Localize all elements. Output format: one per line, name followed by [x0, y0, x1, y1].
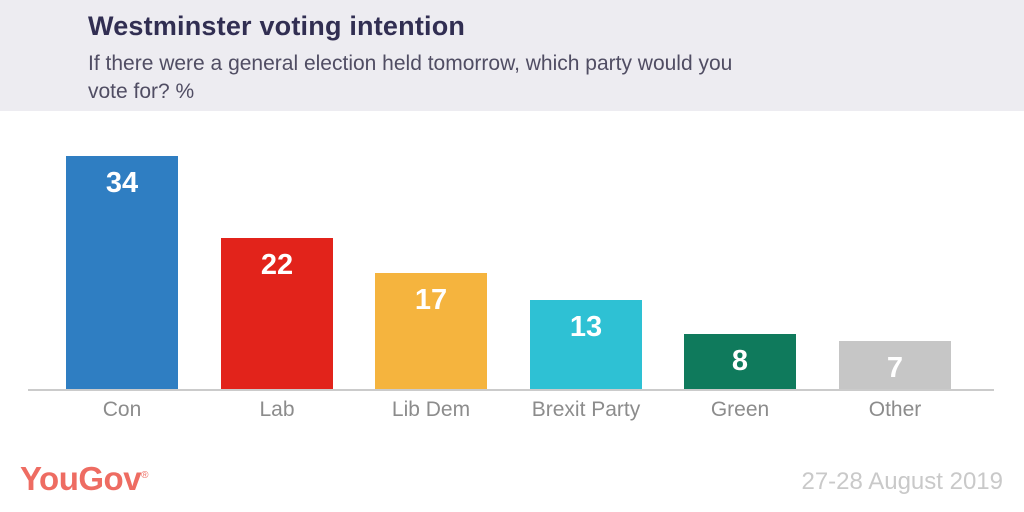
- bar-value-label: 8: [731, 345, 749, 377]
- chart-subtitle: If there were a general election held to…: [88, 50, 1024, 106]
- x-axis-line: [28, 389, 994, 391]
- bar-lab: 22: [221, 238, 333, 389]
- axis-label-green: Green: [710, 398, 770, 421]
- axis-label-con: Con: [102, 398, 142, 421]
- bar-brexit-party: 13: [530, 300, 642, 389]
- registered-trademark-icon: ®: [141, 470, 148, 481]
- bar-value-label: 17: [414, 284, 448, 316]
- chart-subtitle-line-2: vote for? %: [88, 80, 195, 103]
- axis-label-brexit-party: Brexit Party: [531, 398, 641, 421]
- bar-value-label: 13: [569, 311, 603, 343]
- bar-lib-dem: 17: [375, 273, 487, 389]
- chart-subtitle-line-1: If there were a general election held to…: [88, 52, 733, 75]
- bar-con: 34: [66, 156, 178, 389]
- fieldwork-date: 27-28 August 2019: [801, 468, 1003, 495]
- axis-label-other: Other: [868, 398, 922, 421]
- yougov-logo: YouGov®: [20, 460, 148, 498]
- bar-value-label: 34: [105, 167, 139, 199]
- bar-value-label: 7: [886, 352, 904, 384]
- axis-label-lib-dem: Lib Dem: [391, 398, 471, 421]
- chart-header: Westminster voting intention If there we…: [0, 0, 1024, 111]
- yougov-logo-text: YouGov: [20, 460, 142, 497]
- bar-green: 8: [684, 334, 796, 389]
- axis-label-lab: Lab: [259, 398, 295, 421]
- chart-title: Westminster voting intention: [88, 11, 466, 41]
- bar-value-label: 22: [260, 249, 294, 281]
- bar-other: 7: [839, 341, 951, 389]
